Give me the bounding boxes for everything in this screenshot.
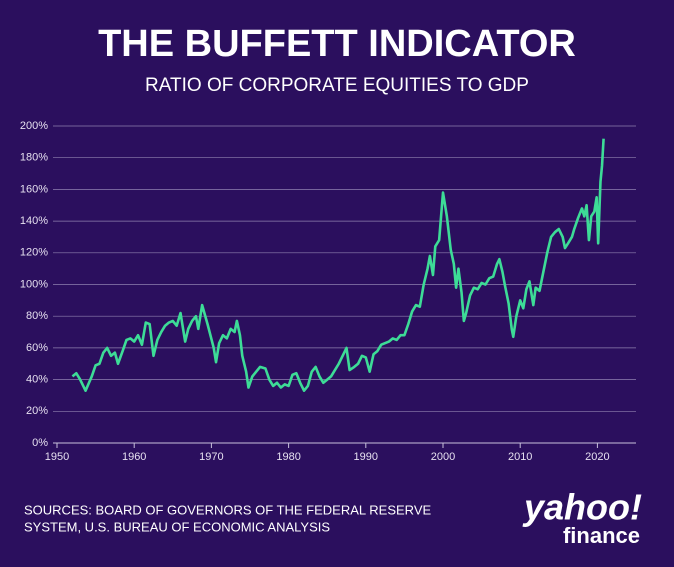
chart-subtitle: RATIO OF CORPORATE EQUITIES TO GDP [145,75,529,96]
y-tick-label: 0% [32,437,48,449]
y-tick-label: 160% [20,183,48,195]
y-tick-label: 140% [20,215,48,227]
y-tick-label: 20% [26,405,48,417]
x-tick-label: 1960 [122,451,146,463]
chart-title: THE BUFFETT INDICATOR [98,23,576,65]
y-tick-label: 200% [20,120,48,132]
source-line-1: SOURCES: BOARD OF GOVERNORS OF THE FEDER… [24,502,431,517]
y-tick-label: 100% [20,278,48,290]
data-line [71,138,605,392]
x-tick-label: 1990 [354,451,378,463]
source-line-2: SYSTEM, U.S. BUREAU OF ECONOMIC ANALYSIS [24,519,330,534]
logo-brand: yahoo! [522,487,642,528]
x-tick-label: 1980 [276,451,300,463]
logo-product: finance [563,523,640,548]
x-tick-label: 2010 [508,451,532,463]
x-tick-label: 2000 [431,451,455,463]
y-tick-label: 180% [20,152,48,164]
y-tick-label: 120% [20,247,48,259]
x-tick-label: 2020 [585,451,609,463]
y-tick-label: 60% [26,342,48,354]
y-tick-label: 40% [26,374,48,386]
x-tick-label: 1950 [45,451,69,463]
x-tick-label: 1970 [199,451,223,463]
y-tick-label: 80% [26,310,48,322]
